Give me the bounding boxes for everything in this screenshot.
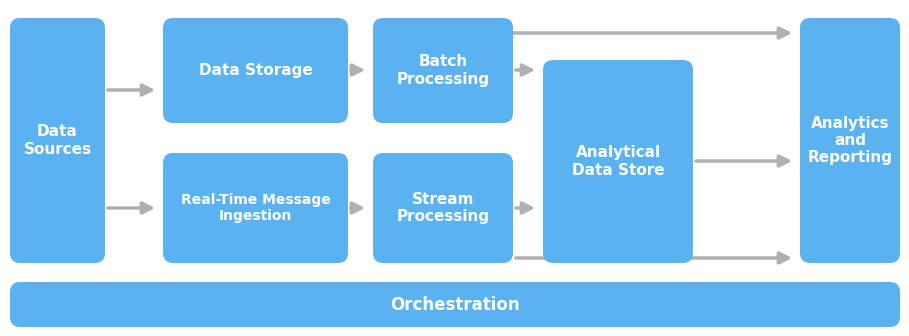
Text: Data Storage: Data Storage [199, 63, 313, 78]
FancyBboxPatch shape [10, 18, 105, 263]
FancyBboxPatch shape [163, 18, 348, 123]
Text: Analytics
and
Reporting: Analytics and Reporting [807, 116, 893, 165]
FancyBboxPatch shape [373, 18, 513, 123]
Text: Real-Time Message
Ingestion: Real-Time Message Ingestion [181, 193, 330, 223]
Text: Batch
Processing: Batch Processing [396, 54, 490, 87]
Text: Data
Sources: Data Sources [24, 124, 92, 157]
FancyBboxPatch shape [163, 153, 348, 263]
Text: Analytical
Data Store: Analytical Data Store [572, 145, 664, 178]
FancyBboxPatch shape [800, 18, 900, 263]
Text: Orchestration: Orchestration [390, 295, 520, 313]
Text: Stream
Processing: Stream Processing [396, 192, 490, 224]
FancyBboxPatch shape [373, 153, 513, 263]
FancyBboxPatch shape [543, 60, 693, 263]
FancyBboxPatch shape [10, 282, 900, 327]
